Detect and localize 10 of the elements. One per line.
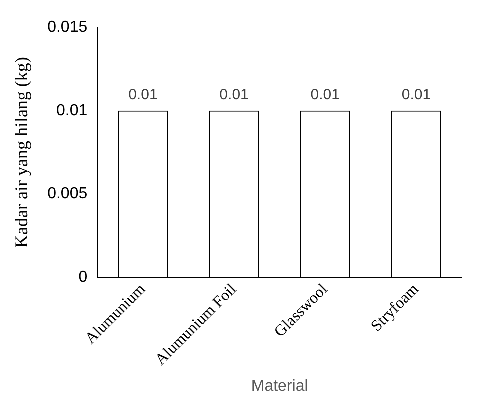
data-label: 0.01 bbox=[128, 86, 158, 104]
y-axis-title: Kadar air yang hilang (kg) bbox=[12, 57, 32, 248]
data-label: 0.01 bbox=[310, 86, 340, 104]
y-tick-label: 0 bbox=[78, 268, 88, 286]
data-label: 0.01 bbox=[402, 86, 432, 104]
y-tick-label: 0.01 bbox=[56, 102, 88, 120]
y-tick-label: 0.005 bbox=[48, 186, 88, 203]
x-axis-title: Material bbox=[251, 378, 308, 395]
data-label: 0.01 bbox=[220, 86, 249, 104]
y-tick-label: 0.015 bbox=[48, 19, 88, 36]
